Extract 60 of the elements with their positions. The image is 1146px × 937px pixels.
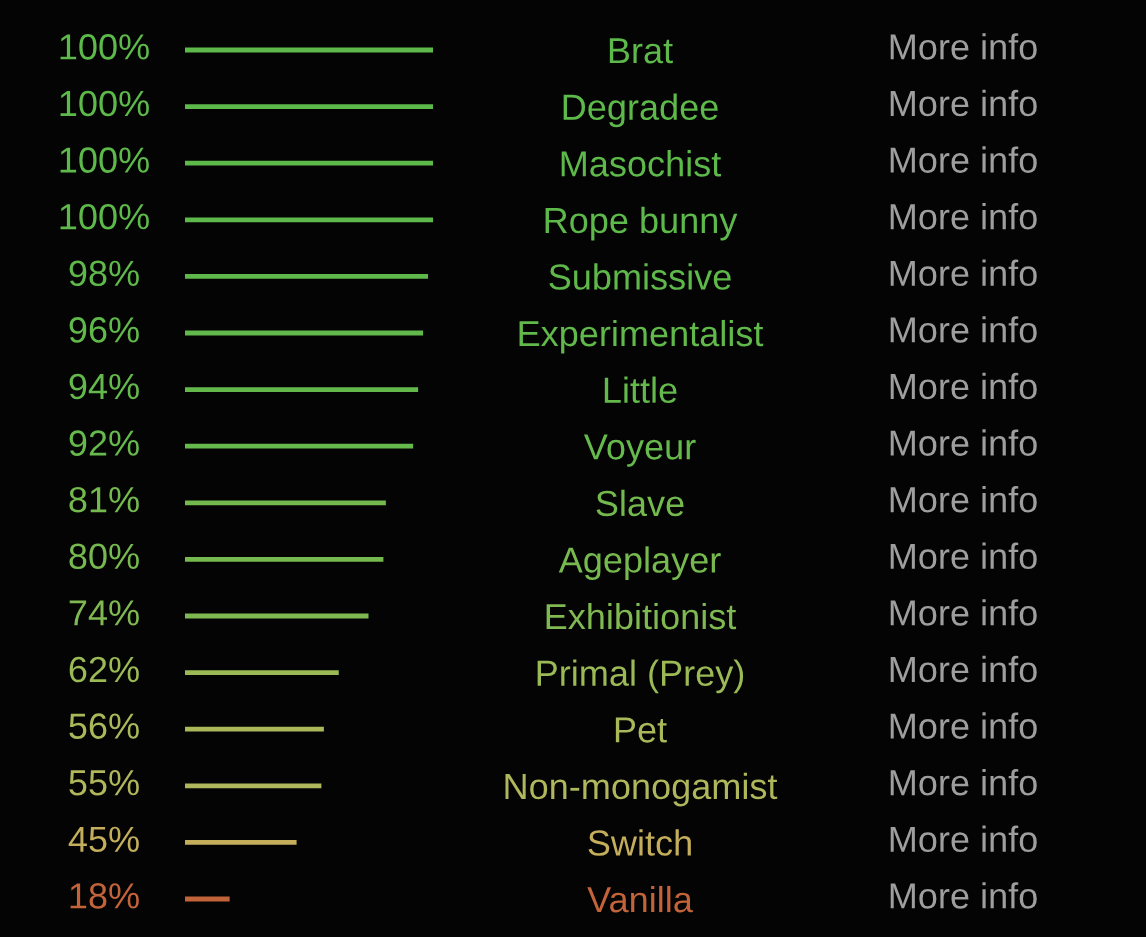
y-tick-label: Ageplayer [558, 546, 721, 580]
bar [185, 273, 429, 279]
text: More info [890, 825, 1037, 853]
text: More info [890, 768, 1037, 796]
y-tick-label: Non-monogamist [505, 772, 778, 807]
text: More info [890, 33, 1037, 60]
y-tick-label: Slave [596, 489, 684, 517]
y-tick-label: Degradee [563, 93, 718, 128]
y-tick-label: Submissive [549, 263, 731, 290]
data-label: 62% [69, 656, 139, 683]
y-tick-label: Rope bunny [545, 206, 738, 241]
data-label: 94% [69, 373, 139, 400]
y-tick-label: Primal (Prey) [537, 659, 744, 694]
bar [185, 556, 384, 562]
text: More info [890, 316, 1037, 343]
data-label: 100% [60, 203, 149, 230]
data-label: 100% [60, 90, 149, 117]
data-label: 45% [68, 826, 139, 853]
text: More info [890, 882, 1037, 909]
bar [185, 783, 322, 789]
y-tick-label: Masochist [561, 150, 722, 177]
data-label: 100% [60, 34, 149, 60]
data-label: 80% [69, 543, 139, 570]
bar [185, 160, 433, 166]
bar [185, 839, 297, 845]
y-tick-label: Exhibitionist [546, 602, 737, 630]
y-tick-label: Little [604, 376, 677, 404]
y-tick-label: Switch [588, 829, 691, 856]
y-tick-label: Brat [609, 38, 673, 64]
text: More info [890, 599, 1037, 626]
text: More info [890, 542, 1037, 570]
data-label: 100% [60, 147, 149, 173]
text: More info [890, 712, 1037, 739]
y-tick-label: Voyeur [583, 434, 696, 467]
bar [185, 500, 386, 506]
text: More info [890, 372, 1037, 400]
bar [185, 670, 339, 676]
bar [185, 217, 433, 223]
text: More info [890, 655, 1037, 683]
data-label: 92% [69, 430, 139, 456]
bar [185, 387, 419, 393]
data-label: 96% [69, 317, 139, 343]
y-tick-label: Vanilla [587, 885, 693, 913]
text: More info [890, 429, 1037, 456]
data-label: 55% [69, 770, 139, 796]
data-label: 56% [69, 713, 139, 739]
text: More info [890, 146, 1037, 173]
data-label: 98% [69, 260, 139, 287]
text: More info [890, 485, 1037, 513]
text: More info [890, 202, 1037, 230]
data-label: 74% [69, 600, 139, 626]
bar [185, 104, 433, 110]
bar [185, 443, 414, 449]
text: More info [890, 89, 1037, 117]
bar [185, 726, 324, 732]
y-tick-label: Experimentalist [519, 319, 764, 354]
data-label: 81% [69, 486, 139, 513]
text: More info [890, 259, 1037, 287]
data-label: 18% [70, 883, 139, 909]
y-tick-label: Pet [615, 717, 667, 743]
